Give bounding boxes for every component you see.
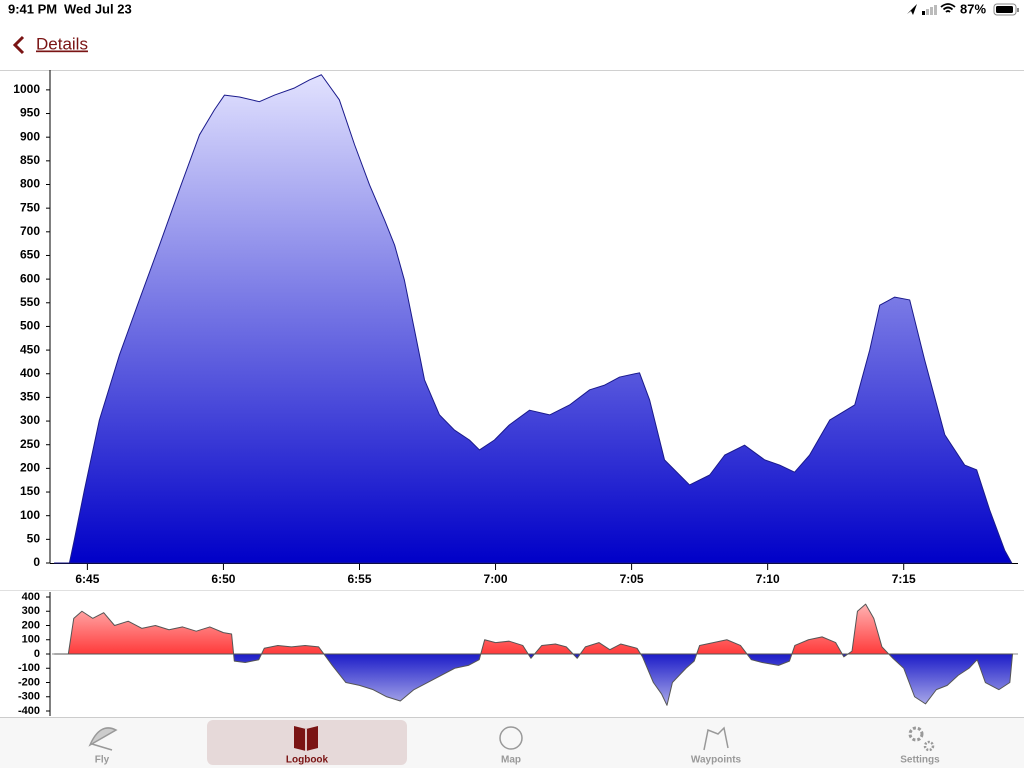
- chart: -400 -300 -200 -100 0 100 200 300 400: [18, 591, 1018, 717]
- y-tick-label: 900: [20, 129, 40, 143]
- y-tick-label: 150: [20, 484, 40, 498]
- x-tick-label: 7:15: [892, 572, 916, 586]
- location-icon: [907, 4, 917, 15]
- y-tick-label: 700: [20, 224, 40, 238]
- settings-icon-small: [923, 740, 935, 752]
- x-tick-label: 6:55: [347, 572, 371, 586]
- y-tick-label: -100: [18, 662, 40, 674]
- y-tick-label: 200: [20, 461, 40, 475]
- tab-label[interactable]: Logbook: [286, 755, 329, 766]
- y-tick-label: 750: [20, 200, 40, 214]
- y-tick-label: 300: [20, 413, 40, 427]
- chart: 0 50 100 150 200 250 300 350 400 450 500 550 600 650 7…: [13, 70, 1018, 586]
- tab-icons: [88, 726, 935, 752]
- y-tick-label: 100: [22, 634, 40, 646]
- x-tick-label: 7:00: [484, 572, 508, 586]
- y-tick-label: 350: [20, 390, 40, 404]
- altitude-area: [53, 74, 1013, 564]
- y-tick-label: 400: [22, 591, 40, 603]
- y-tick-label: 50: [27, 532, 41, 546]
- y-tick-label: 0: [33, 555, 40, 569]
- y-tick-label: 550: [20, 295, 40, 309]
- status-time: 9:41 PM: [8, 1, 57, 16]
- y-tick-label: 1000: [13, 82, 40, 96]
- y-tick-label: 500: [20, 319, 40, 333]
- y-tick-label: 950: [20, 106, 40, 120]
- tab-label[interactable]: Map: [501, 755, 521, 766]
- status-date: Wed Jul 23: [64, 1, 132, 16]
- tab-label[interactable]: Fly: [95, 755, 110, 766]
- y-tick-label: -400: [18, 705, 40, 717]
- fly-icon: [88, 727, 118, 751]
- vario-area: [54, 603, 1014, 706]
- signal-icon: [922, 5, 937, 15]
- back-button[interactable]: Details: [36, 34, 88, 53]
- y-tick-label: 0: [34, 648, 40, 660]
- tab-bar: [0, 717, 1024, 768]
- y-tick-label: 650: [20, 248, 40, 262]
- y-tick-label: 450: [20, 342, 40, 356]
- tab-label[interactable]: Settings: [900, 755, 940, 766]
- y-tick-label: -300: [18, 691, 40, 703]
- x-tick-label: 6:50: [211, 572, 235, 586]
- y-tick-label: 300: [22, 605, 40, 617]
- map-icon: [499, 726, 523, 750]
- battery-icon: [993, 3, 1019, 16]
- waypoints-icon: [703, 726, 729, 751]
- settings-icon: [908, 726, 924, 742]
- x-tick-label: 7:10: [756, 572, 780, 586]
- battery-label: 87%: [960, 1, 986, 16]
- y-tick-label: 800: [20, 177, 40, 191]
- y-tick-label: 850: [20, 153, 40, 167]
- wifi-icon: [940, 3, 956, 13]
- y-tick-label: 100: [20, 508, 40, 522]
- x-tick-label: 7:05: [620, 572, 644, 586]
- y-tick-label: 400: [20, 366, 40, 380]
- y-tick-label: 250: [20, 437, 40, 451]
- y-tick-label: 600: [20, 271, 40, 285]
- back-icon[interactable]: [12, 35, 25, 55]
- y-tick-label: 200: [22, 619, 40, 631]
- x-tick-label: 6:45: [75, 572, 99, 586]
- y-tick-label: -200: [18, 676, 40, 688]
- tab-label[interactable]: Waypoints: [691, 755, 742, 766]
